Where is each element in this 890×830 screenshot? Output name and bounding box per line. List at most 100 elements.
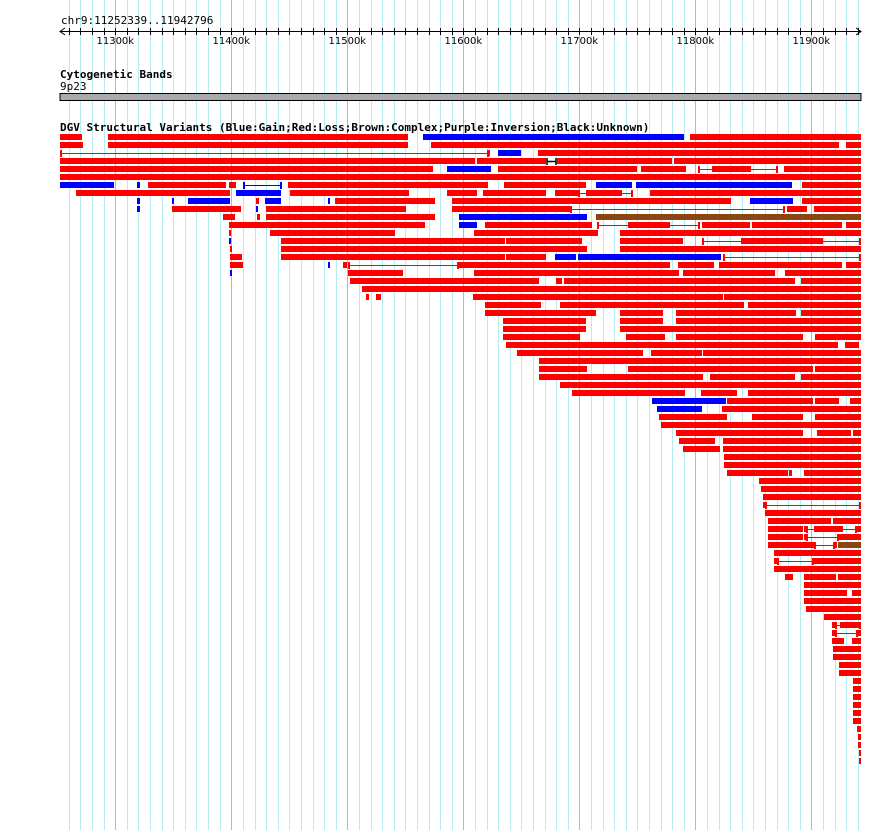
sv-gain-bar[interactable] xyxy=(459,214,587,220)
sv-loss-bar[interactable] xyxy=(620,310,663,316)
sv-loss-bar[interactable] xyxy=(620,230,861,236)
sv-loss-bar[interactable] xyxy=(474,230,598,236)
sv-loss-bar[interactable] xyxy=(485,310,596,316)
sv-gain-bar[interactable] xyxy=(657,406,702,412)
sv-loss-bar[interactable] xyxy=(789,470,792,476)
sv-loss-bar[interactable] xyxy=(229,230,231,236)
sv-loss-bar[interactable] xyxy=(853,718,861,724)
sv-gain-bar[interactable] xyxy=(328,198,330,204)
sv-loss-bar[interactable] xyxy=(846,262,861,268)
sv-loss-bar[interactable] xyxy=(485,302,541,308)
sv-loss-bar[interactable] xyxy=(804,526,806,532)
sv-loss-bar[interactable] xyxy=(853,430,861,436)
sv-loss-bar[interactable] xyxy=(557,158,672,164)
sv-loss-bar[interactable] xyxy=(815,366,861,372)
sv-loss-bar[interactable] xyxy=(60,142,83,148)
sv-loss-bar[interactable] xyxy=(859,758,861,764)
sv-loss-bar[interactable] xyxy=(702,222,750,228)
sv-loss-bar[interactable] xyxy=(804,590,847,596)
sv-loss-bar[interactable] xyxy=(172,206,241,212)
sv-loss-bar[interactable] xyxy=(724,462,861,468)
sv-loss-bar[interactable] xyxy=(806,606,861,612)
sv-loss-bar[interactable] xyxy=(678,262,714,268)
sv-loss-bar[interactable] xyxy=(858,630,861,636)
sv-loss-bar[interactable] xyxy=(459,262,670,268)
sv-gain-bar[interactable] xyxy=(137,198,140,204)
sv-loss-bar[interactable] xyxy=(504,182,586,188)
sv-loss-bar[interactable] xyxy=(832,630,835,636)
sv-gain-bar[interactable] xyxy=(188,198,230,204)
sv-loss-bar[interactable] xyxy=(752,222,842,228)
sv-loss-bar[interactable] xyxy=(768,534,803,540)
sv-loss-bar[interactable] xyxy=(555,190,578,196)
sv-loss-bar[interactable] xyxy=(60,158,475,164)
sv-loss-bar[interactable] xyxy=(724,454,861,460)
sv-gain-bar[interactable] xyxy=(137,206,140,212)
sv-loss-bar[interactable] xyxy=(661,422,861,428)
sv-gain-bar[interactable] xyxy=(60,182,114,188)
sv-loss-bar[interactable] xyxy=(833,646,861,652)
sv-loss-bar[interactable] xyxy=(723,438,861,444)
sv-unknown-glyph[interactable] xyxy=(546,158,557,165)
sv-loss-bar[interactable] xyxy=(763,494,861,500)
sv-loss-bar[interactable] xyxy=(817,430,851,436)
sv-gain-bar[interactable] xyxy=(596,182,632,188)
sv-loss-bar[interactable] xyxy=(506,254,546,260)
sv-gain-bar[interactable] xyxy=(447,166,491,172)
sv-loss-bar[interactable] xyxy=(748,390,861,396)
sv-loss-bar[interactable] xyxy=(839,662,861,668)
sv-loss-bar[interactable] xyxy=(230,246,232,252)
sv-loss-bar[interactable] xyxy=(815,334,861,340)
sv-loss-bar[interactable] xyxy=(814,206,861,212)
sv-loss-bar[interactable] xyxy=(335,198,435,204)
sv-loss-bar[interactable] xyxy=(257,214,260,220)
sv-loss-bar[interactable] xyxy=(290,190,409,196)
sv-loss-bar[interactable] xyxy=(628,366,813,372)
sv-loss-bar[interactable] xyxy=(564,278,795,284)
sv-loss-bar[interactable] xyxy=(703,350,861,356)
sv-loss-bar[interactable] xyxy=(683,270,775,276)
sv-loss-bar[interactable] xyxy=(60,174,861,180)
sv-loss-bar[interactable] xyxy=(785,574,793,580)
sv-loss-bar[interactable] xyxy=(858,734,861,740)
sv-loss-bar[interactable] xyxy=(477,158,546,164)
sv-loss-bar[interactable] xyxy=(473,294,723,300)
sv-gain-bar[interactable] xyxy=(636,182,792,188)
sv-gain-bar[interactable] xyxy=(137,182,140,188)
sv-loss-bar[interactable] xyxy=(845,342,859,348)
sv-loss-bar[interactable] xyxy=(774,550,861,556)
sv-loss-bar[interactable] xyxy=(839,670,861,676)
sv-loss-bar[interactable] xyxy=(853,678,861,684)
sv-loss-bar[interactable] xyxy=(641,166,686,172)
sv-loss-bar[interactable] xyxy=(620,318,663,324)
sv-loss-bar[interactable] xyxy=(768,542,814,548)
sv-gain-bar[interactable] xyxy=(578,254,721,260)
sv-loss-bar[interactable] xyxy=(628,222,670,228)
sv-loss-bar[interactable] xyxy=(560,382,861,388)
sv-loss-bar[interactable] xyxy=(710,374,795,380)
sv-loss-bar[interactable] xyxy=(256,198,259,204)
sv-loss-bar[interactable] xyxy=(838,574,861,580)
sv-loss-bar[interactable] xyxy=(503,326,586,332)
sv-loss-bar[interactable] xyxy=(835,542,837,548)
sv-loss-bar[interactable] xyxy=(804,582,861,588)
sv-loss-bar[interactable] xyxy=(620,238,683,244)
cyto-band-bar[interactable] xyxy=(59,93,862,101)
sv-loss-bar[interactable] xyxy=(768,518,831,524)
sv-gain-bar[interactable] xyxy=(328,262,330,268)
sv-loss-bar[interactable] xyxy=(814,526,843,532)
sv-loss-bar[interactable] xyxy=(362,286,861,292)
sv-loss-bar[interactable] xyxy=(343,262,347,268)
sv-loss-bar[interactable] xyxy=(626,334,665,340)
sv-loss-bar[interactable] xyxy=(676,318,861,324)
sv-gain-bar[interactable] xyxy=(555,254,576,260)
sv-loss-bar[interactable] xyxy=(266,206,406,212)
sv-loss-bar[interactable] xyxy=(858,742,861,748)
sv-loss-bar[interactable] xyxy=(724,294,861,300)
sv-loss-bar[interactable] xyxy=(857,726,861,732)
sv-loss-bar[interactable] xyxy=(690,134,861,140)
sv-loss-bar[interactable] xyxy=(431,142,839,148)
sv-loss-bar[interactable] xyxy=(833,654,861,660)
sv-loss-bar[interactable] xyxy=(853,686,861,692)
sv-loss-bar[interactable] xyxy=(815,398,839,404)
